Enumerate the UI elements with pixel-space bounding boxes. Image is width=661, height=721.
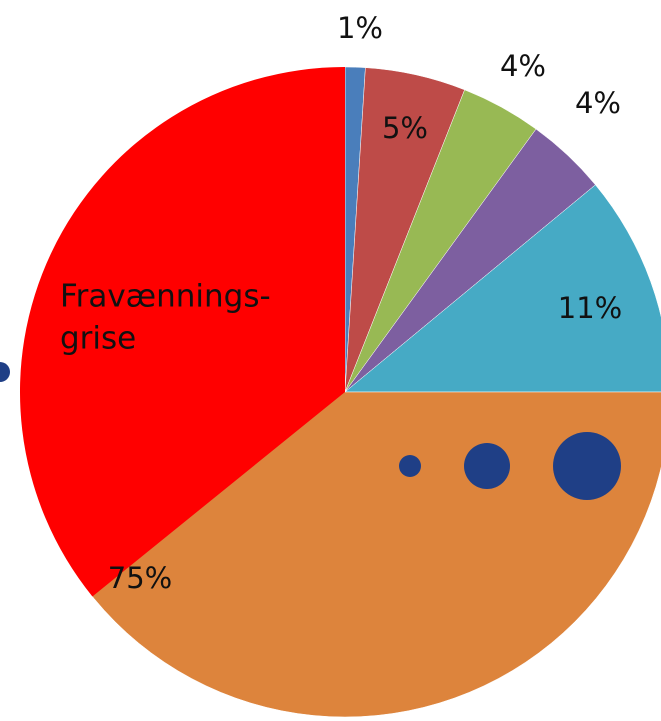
annotation: grise: [60, 321, 136, 357]
slice: [344, 184, 661, 393]
dot: [464, 443, 510, 489]
labels: 1% 5% 4% 4% 11% 75%: [108, 11, 622, 595]
highlight-sector: [19, 67, 346, 597]
value-label: 4%: [500, 49, 546, 83]
value-label: 5%: [382, 111, 428, 145]
value-label: 1%: [337, 11, 383, 45]
dot: [0, 362, 10, 382]
value-label: 4%: [575, 86, 621, 120]
annotation: Fravænnings-: [60, 279, 271, 315]
dot: [399, 455, 421, 477]
dot: [553, 432, 621, 500]
value-label: 75%: [108, 561, 172, 595]
value-label: 11%: [558, 291, 622, 325]
